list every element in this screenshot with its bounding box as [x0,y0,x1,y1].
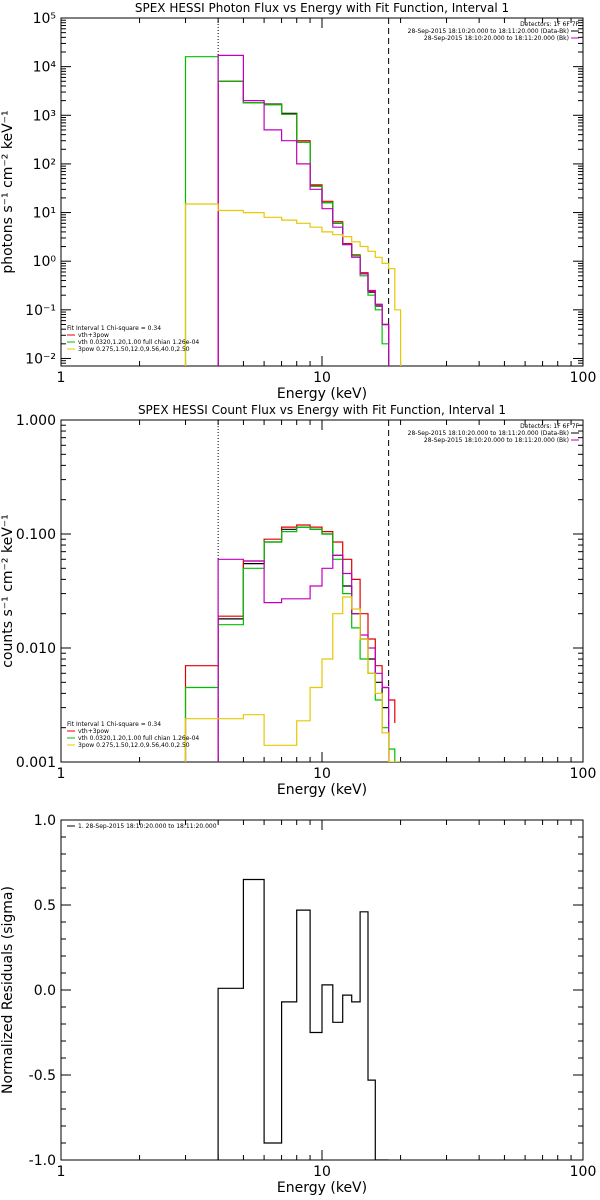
y-axis-label: Normalized Residuals (sigma) [0,886,16,1094]
x-axis-ticks [60,420,584,762]
y-tick-label: 0.5 [34,898,56,914]
legend-entry: Fit Interval 1 Chi-square = 0.34 [67,721,161,728]
series-group [184,54,402,366]
y-tick-label: 0.0 [34,983,56,999]
panel-1: SPEX HESSI Photon Flux vs Energy with Fi… [0,1,596,402]
legend-entry: vth 0.0320,1.20,1.00 full chian 1.26e-04 [78,339,199,346]
y-tick-label: 10¹ [33,206,56,222]
y-axis-ticks [61,419,583,763]
x-axis-label: Energy (keV) [277,386,367,402]
y-tick-label: 0.001 [16,755,56,771]
y-tick-label: 1.0 [34,813,56,829]
y-tick-label: 10⁻² [25,351,56,367]
x-tick-label: 100 [570,766,597,782]
y-tick-label: 10⁰ [33,254,57,270]
y-axis-label: photons s⁻¹ cm⁻² keV⁻¹ [0,110,16,273]
legend-entry: 3pow 0.275,1.50,12.0,9.56,40.0,2.50 [78,742,190,749]
legend-entry: vth+3pow [78,728,109,735]
legend-entry: 28-Sep-2015 18:10:20.000 to 18:11:20.000… [424,35,569,42]
y-tick-label: 1.000 [16,413,56,429]
x-tick-label: 10 [313,370,331,386]
legend-entry: 3pow 0.275,1.50,12.0,9.56,40.0,2.50 [78,346,190,353]
legend-entry: 28-Sep-2015 18:10:20.000 to 18:11:20.000… [408,28,569,35]
y-tick-label: 10⁴ [33,60,57,76]
chart-title: SPEX HESSI Photon Flux vs Energy with Fi… [135,1,509,15]
legend-entry: Detectors: 1F 6F 7F [520,423,579,430]
x-tick-label: 1 [57,766,66,782]
legend-entry: 1. 28-Sep-2015 18:10:20.000 to 18:11:20.… [78,823,217,830]
series-line-4 [217,54,390,366]
legend-entry: vth+3pow [78,332,109,339]
chart-title: SPEX HESSI Count Flux vs Energy with Fit… [138,403,506,417]
series-line-5 [184,203,402,366]
legend-entry: 28-Sep-2015 18:10:20.000 to 18:11:20.000… [408,430,569,437]
y-axis-ticks [61,17,583,367]
panel-2: SPEX HESSI Count Flux vs Energy with Fit… [0,403,596,798]
x-axis-ticks [60,820,584,1160]
y-tick-label: -1.0 [29,1153,56,1169]
y-axis-ticks [61,819,583,1161]
series-line-2 [184,524,396,762]
y-tick-label: 0.100 [16,527,56,543]
x-tick-label: 1 [57,370,66,386]
legend-entry: Fit Interval 1 Chi-square = 0.34 [67,325,161,332]
y-tick-label: 10⁵ [33,11,56,27]
y-tick-label: -0.5 [29,1068,56,1084]
y-axis-label: counts s⁻¹ cm⁻² keV⁻¹ [0,514,16,668]
series-line-5 [184,596,401,762]
series-line-3 [184,56,390,366]
x-tick-label: 10 [313,1164,331,1180]
panel-3: 1 10 100 Energy (keV) -1.0 -0.5 0.0 0.5 1.0 Norma… [0,813,596,1196]
x-tick-label: 100 [570,370,597,386]
plot-frame [60,419,584,763]
series-line-4 [217,554,390,762]
y-tick-label: 0.010 [16,641,56,657]
x-axis-label: Energy (keV) [277,1180,367,1196]
y-tick-label: 10⁻¹ [25,303,56,319]
y-tick-label: 10³ [33,108,56,124]
series-group [184,524,401,762]
x-tick-label: 10 [313,766,331,782]
series-group [217,878,389,1160]
legend-entry: 28-Sep-2015 18:10:20.000 to 18:11:20.000… [424,437,569,444]
x-tick-label: 1 [57,1164,66,1180]
y-tick-label: 10² [33,157,56,173]
x-tick-label: 100 [570,1164,597,1180]
series-line-1 [217,878,389,1160]
legend-entry: vth 0.0320,1.20,1.00 full chian 1.26e-04 [78,735,199,742]
x-axis-label: Energy (keV) [277,782,367,798]
legend-entry: Detectors: 1F 6F 7F [520,21,579,28]
